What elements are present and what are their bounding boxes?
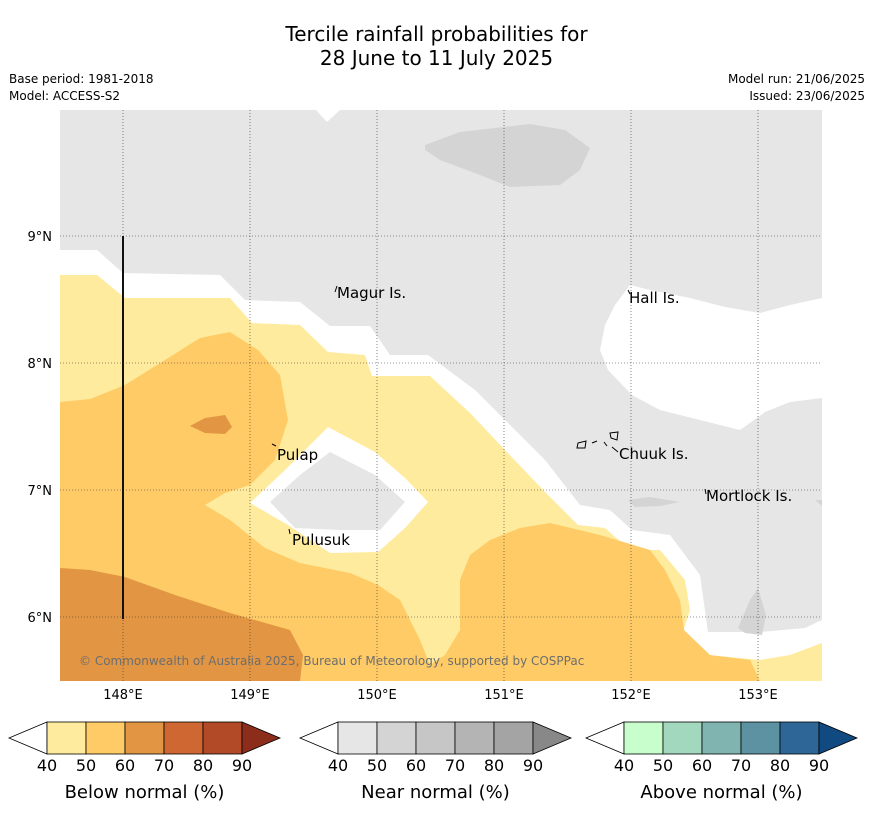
above-colorbar-segment — [623, 721, 664, 755]
model-run-date: Model run: 21/06/2025 — [727, 72, 865, 86]
above-colorbar-tick-label: 90 — [809, 756, 829, 775]
above-colorbar-left-extension — [584, 721, 625, 755]
place-label-pulap: Pulap — [277, 446, 318, 464]
white-notch-top — [316, 110, 340, 122]
below-colorbar-tick-label: 80 — [193, 756, 213, 775]
near-colorbar-segment — [376, 721, 417, 755]
below-normal-60-zone — [60, 568, 303, 681]
near-colorbar-tick-label: 90 — [523, 756, 543, 775]
base-period: Base period: 1981-2018 — [9, 72, 154, 86]
above-colorbar-segment — [779, 721, 820, 755]
map-title-line1: Tercile rainfall probabilities for — [285, 22, 588, 46]
below-colorbar-segment — [46, 721, 87, 755]
below-colorbar-tick-label: 60 — [115, 756, 135, 775]
map-title-line2: 28 June to 11 July 2025 — [319, 46, 554, 70]
below-normal-50-zone — [60, 332, 760, 681]
place-label-mortlock: Mortlock Is. — [706, 487, 792, 505]
colorbar-above-normal: 40 50 60 70 80 90 Above normal (%) — [584, 721, 859, 803]
below-colorbar-tick-label: 90 — [232, 756, 252, 775]
above-colorbar-segment — [701, 721, 742, 755]
below-colorbar-tick-label: 40 — [37, 756, 57, 775]
below-colorbar-right-extension — [241, 721, 282, 755]
near-colorbar-right-extension — [532, 721, 573, 755]
near-colorbar-segment — [415, 721, 456, 755]
issued-date: Issued: 23/06/2025 — [749, 89, 865, 103]
below-normal-60-patch — [190, 415, 232, 434]
below-colorbar-tick-label: 70 — [154, 756, 174, 775]
near-normal-60-blob-south — [738, 588, 766, 635]
lat-label-6n: 6°N — [28, 611, 53, 626]
near-colorbar-segment — [454, 721, 495, 755]
place-label-pulusuk: Pulusuk — [292, 531, 350, 549]
near-colorbar-title: Near normal (%) — [361, 782, 510, 803]
below-colorbar-title: Below normal (%) — [65, 782, 225, 803]
near-colorbar-tick-label: 80 — [484, 756, 504, 775]
near-colorbar-left-extension — [298, 721, 339, 755]
lon-label-149e: 149°E — [230, 688, 270, 703]
model-name: Model: ACCESS-S2 — [9, 89, 121, 103]
longitude-labels: 148°E 149°E 150°E 151°E 152°E 153°E — [103, 688, 778, 703]
white-hall-zone — [600, 285, 822, 430]
near-normal-60-blob-east — [628, 497, 680, 507]
above-colorbar-right-extension — [818, 721, 859, 755]
near-normal-edge — [815, 500, 822, 506]
above-colorbar-title: Above normal (%) — [640, 782, 802, 803]
near-colorbar-segment — [337, 721, 378, 755]
lon-label-153e: 153°E — [738, 688, 778, 703]
below-colorbar-segment — [85, 721, 126, 755]
probability-field — [60, 110, 822, 681]
place-label-magur: Magur Is. — [337, 284, 406, 302]
lon-label-152e: 152°E — [611, 688, 651, 703]
lat-label-8n: 8°N — [28, 357, 53, 372]
lon-label-151e: 151°E — [484, 688, 524, 703]
below-colorbar-segment — [124, 721, 165, 755]
near-colorbar-tick-label: 70 — [445, 756, 465, 775]
place-label-hall: Hall Is. — [629, 289, 680, 307]
near-colorbar-tick-label: 40 — [328, 756, 348, 775]
near-normal-island — [270, 452, 405, 530]
lon-label-150e: 150°E — [357, 688, 397, 703]
colorbar-near-normal: 40 50 60 70 80 90 Near normal (%) — [298, 721, 573, 803]
near-normal-60-blob — [425, 124, 590, 187]
above-colorbar-tick-label: 80 — [770, 756, 790, 775]
above-colorbar-segment — [662, 721, 703, 755]
place-label-chuuk: Chuuk Is. — [619, 445, 688, 463]
below-colorbar-segment — [163, 721, 204, 755]
above-colorbar-segment — [740, 721, 781, 755]
lat-label-7n: 7°N — [28, 484, 53, 499]
colorbar-below-normal: 40 50 60 70 80 90 Below normal (%) — [7, 721, 282, 803]
above-colorbar-tick-label: 40 — [614, 756, 634, 775]
latitude-labels: 9°N 8°N 7°N 6°N — [28, 230, 53, 626]
near-colorbar-tick-label: 60 — [406, 756, 426, 775]
near-colorbar-segment — [493, 721, 534, 755]
below-colorbar-left-extension — [7, 721, 48, 755]
island-outlines — [271, 285, 707, 535]
lat-label-9n: 9°N — [28, 230, 53, 245]
copyright-notice: © Commonwealth of Australia 2025, Bureau… — [79, 654, 584, 668]
above-colorbar-tick-label: 50 — [653, 756, 673, 775]
lon-label-148e: 148°E — [103, 688, 143, 703]
above-colorbar-tick-label: 60 — [692, 756, 712, 775]
near-colorbar-tick-label: 50 — [367, 756, 387, 775]
above-colorbar-tick-label: 70 — [731, 756, 751, 775]
below-colorbar-tick-label: 50 — [76, 756, 96, 775]
below-colorbar-segment — [202, 721, 243, 755]
